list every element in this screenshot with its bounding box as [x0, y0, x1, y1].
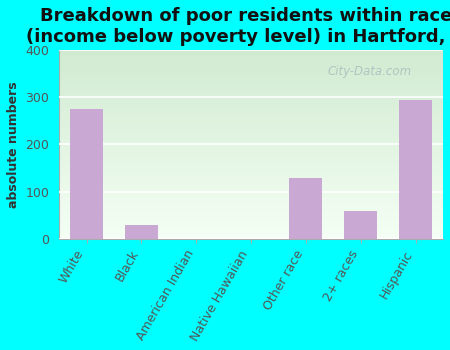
Y-axis label: absolute numbers: absolute numbers — [7, 81, 20, 208]
Bar — [399, 100, 432, 239]
Bar — [289, 177, 322, 239]
Bar — [344, 211, 377, 239]
Text: City-Data.com: City-Data.com — [328, 65, 412, 78]
Bar — [70, 109, 103, 239]
Title: Breakdown of poor residents within races
(income below poverty level) in Hartfor: Breakdown of poor residents within races… — [26, 7, 450, 46]
Bar — [125, 225, 158, 239]
